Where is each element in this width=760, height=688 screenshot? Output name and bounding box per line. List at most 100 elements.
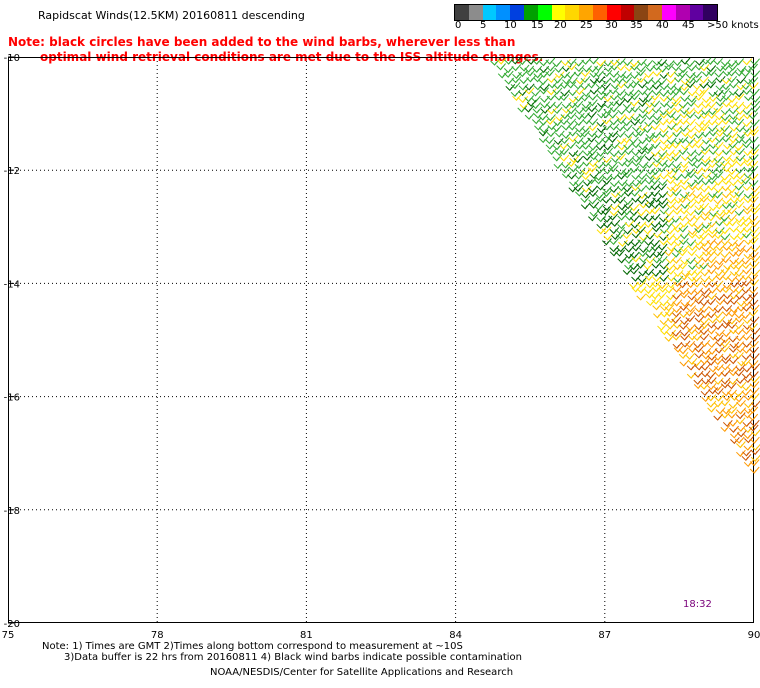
wind-barb	[673, 263, 683, 271]
wind-barb	[727, 117, 738, 125]
wind-barb	[510, 82, 521, 90]
wind-barb	[601, 77, 612, 85]
wind-barb	[639, 255, 649, 263]
wind-barb	[581, 168, 592, 176]
wind-barb	[734, 58, 744, 66]
wind-barb	[597, 100, 607, 108]
wind-barb	[652, 195, 663, 203]
wind-barb	[741, 214, 752, 223]
wind-barb	[687, 131, 697, 139]
wind-barb	[686, 99, 697, 107]
colorbar-segment	[648, 5, 662, 20]
wind-barb	[672, 285, 683, 293]
wind-barb	[538, 136, 549, 144]
wind-barb	[734, 369, 745, 377]
wind-barb	[609, 76, 620, 84]
wind-barb	[720, 227, 731, 235]
wind-barb	[574, 64, 585, 73]
wind-barb	[742, 267, 752, 275]
wind-barb	[610, 232, 621, 240]
wind-barb	[615, 58, 626, 66]
wind-barb	[609, 227, 620, 235]
wind-barb	[496, 57, 507, 65]
wind-barb	[735, 166, 746, 174]
wind-barb	[685, 352, 696, 360]
wind-barb	[742, 58, 753, 66]
wind-barb	[601, 136, 611, 144]
wind-barb	[588, 197, 598, 205]
wind-barb	[617, 208, 628, 216]
wind-barb	[568, 89, 579, 97]
wind-barb	[727, 167, 738, 175]
wind-barb	[714, 227, 725, 235]
wind-barb	[678, 249, 688, 257]
wind-barb	[629, 89, 640, 97]
wind-barb	[742, 107, 753, 115]
wind-barb	[721, 321, 731, 329]
wind-barb	[672, 299, 683, 307]
wind-barb	[644, 177, 655, 185]
lon-tick-label: 87	[598, 630, 611, 641]
colorbar-segment	[634, 5, 649, 20]
wind-barb	[652, 160, 662, 168]
wind-barb	[722, 282, 733, 290]
wind-barb	[678, 214, 688, 222]
wind-barb	[734, 93, 745, 101]
wind-barb	[728, 131, 738, 139]
lat-tick-label: -18	[4, 506, 20, 517]
wind-barb	[616, 168, 627, 176]
colorbar-segment	[703, 5, 718, 20]
wind-barb	[679, 310, 690, 318]
wind-barb	[601, 196, 612, 204]
wind-barb	[729, 124, 740, 132]
wind-barb	[713, 197, 724, 205]
wind-barb	[722, 207, 732, 216]
wind-barb	[519, 102, 530, 110]
wind-barb	[706, 69, 717, 77]
wind-barb	[637, 81, 648, 89]
wind-barb	[679, 111, 690, 119]
wind-barb	[561, 58, 571, 67]
wind-barb	[594, 203, 604, 211]
wind-barb	[559, 117, 570, 126]
wind-barb	[638, 269, 649, 277]
wind-barb	[748, 112, 759, 120]
wind-barb	[716, 64, 726, 72]
wind-barb	[713, 305, 724, 313]
wind-barb	[750, 191, 760, 199]
wind-barb	[694, 315, 705, 323]
wind-barb	[694, 141, 704, 149]
wind-barb	[702, 249, 712, 257]
wind-barb	[729, 112, 739, 120]
wind-barb	[693, 238, 704, 246]
wind-barb	[637, 184, 647, 193]
wind-barb	[666, 76, 677, 85]
wind-barb	[678, 195, 689, 204]
wind-barb	[562, 77, 572, 85]
wind-barb	[596, 149, 607, 157]
wind-barb	[749, 419, 760, 427]
wind-barb	[722, 148, 732, 156]
wind-barb	[743, 148, 754, 156]
colorbar-label: 5	[480, 20, 487, 31]
wind-barb	[679, 303, 689, 311]
wind-barb	[672, 292, 682, 300]
wind-barb	[665, 233, 676, 241]
wind-barb	[623, 160, 634, 168]
wind-barb	[594, 70, 604, 78]
wind-barb	[666, 154, 677, 162]
wind-barb	[532, 57, 543, 65]
wind-barb	[679, 220, 690, 228]
wind-barb	[680, 257, 691, 265]
wind-barb	[566, 141, 577, 149]
wind-barb	[560, 71, 571, 79]
wind-barb	[714, 269, 725, 277]
wind-barb	[658, 130, 669, 138]
wind-barb	[581, 142, 592, 150]
wind-barb	[629, 99, 640, 107]
wind-barb	[575, 167, 586, 175]
wind-barb	[728, 63, 739, 71]
wind-barb	[742, 231, 752, 239]
lon-tick-label: 78	[151, 630, 164, 641]
wind-barb	[714, 370, 725, 378]
